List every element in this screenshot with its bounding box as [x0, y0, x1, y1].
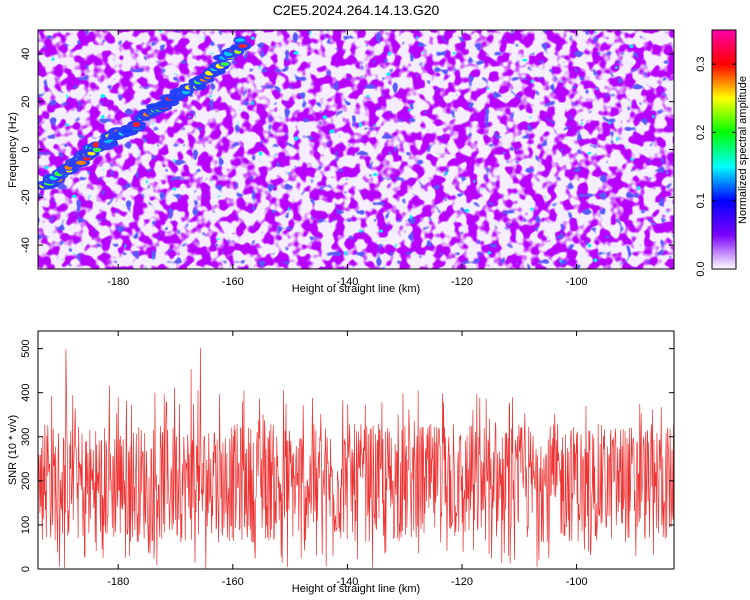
snr-y-tick-label-0: 0 — [20, 566, 32, 572]
heatmap-x-tick-label-4: -100 — [566, 276, 588, 288]
heatmap-x-tick-label-1: -160 — [222, 276, 244, 288]
snr-y-ticks: 0 100 200 300 400 500 — [20, 339, 674, 572]
ridge-blob-inner-26 — [92, 146, 102, 153]
colorbar: 0.0 0.1 0.2 0.3 Normalized spectral amplitu… — [695, 29, 749, 277]
heatmap-x-tick-label-3: -120 — [451, 276, 473, 288]
heatmap-y-tick-label-2: 0 — [20, 146, 32, 152]
ridge-blob-inner-23 — [87, 151, 96, 156]
snr-panel: -180 -160 -140 -120 -100 0 100 200 300 400 500 He… — [7, 330, 675, 595]
heatmap-x-axis-label: Height of straight line (km) — [292, 283, 420, 295]
heatmap-x-tick-label-2: -140 — [336, 276, 358, 288]
snr-y-tick-label-3: 300 — [20, 428, 32, 446]
ridge-blob-inner-96 — [238, 44, 248, 48]
snr-y-axis-label: SNR (10 * v/v) — [7, 415, 19, 485]
snr-x-tick-label-0: -180 — [107, 576, 129, 588]
snr-x-ticks: -180 -160 -140 -120 -100 — [107, 331, 588, 588]
snr-x-tick-label-2: -140 — [336, 576, 358, 588]
heatmap-y-tick-label-4: 40 — [20, 48, 32, 60]
snr-y-tick-label-4: 400 — [20, 384, 32, 402]
heatmap-y-tick-label-1: -20 — [20, 189, 32, 205]
colorbar-tick-label-3: 0.3 — [695, 56, 707, 71]
ridge-blob-inner-18 — [75, 160, 87, 165]
ridge-blob-inner-46 — [132, 121, 140, 127]
heatmap-ridge — [38, 36, 252, 190]
colorbar-ticks: 0.0 0.1 0.2 0.3 — [695, 56, 736, 277]
heatmap-noise-cyan — [38, 30, 674, 269]
colorbar-tick-label-1: 0.1 — [695, 193, 707, 208]
snr-x-tick-label-1: -160 — [222, 576, 244, 588]
ridge-blob-inner-97 — [234, 38, 245, 43]
colorbar-tick-label-2: 0.2 — [695, 125, 707, 140]
snr-series-line — [38, 347, 674, 569]
snr-x-tick-label-3: -120 — [451, 576, 473, 588]
colorbar-bar — [711, 29, 737, 270]
snr-y-tick-label-5: 500 — [20, 339, 32, 357]
snr-x-axis-label: Height of straight line (km) — [292, 583, 420, 595]
colorbar-tick-label-0: 0.0 — [695, 261, 707, 276]
heatmap-y-axis-label: Frequency (Hz) — [7, 112, 19, 188]
heatmap-x-ticks: -180 -160 -140 -120 -100 — [107, 30, 588, 288]
snr-y-tick-label-2: 200 — [20, 472, 32, 490]
heatmap-y-ticks: -40 -20 0 20 40 — [20, 48, 674, 253]
chart-title: C2E5.2024.264.14.13.G20 — [273, 2, 440, 18]
heatmap-x-tick-label-0: -180 — [107, 276, 129, 288]
spectrogram-panel: -180 -160 -140 -120 -100 -40 -20 0 20 40 Height … — [7, 29, 675, 295]
snr-x-tick-label-4: -100 — [566, 576, 588, 588]
snr-frame — [37, 330, 675, 570]
snr-y-tick-label-1: 100 — [20, 516, 32, 534]
heatmap-y-tick-label-0: -40 — [20, 237, 32, 253]
ridge-blob-inner-87 — [220, 62, 230, 66]
heatmap-y-tick-label-3: 20 — [20, 96, 32, 108]
colorbar-label: Normalized spectral amplitude — [737, 76, 749, 224]
